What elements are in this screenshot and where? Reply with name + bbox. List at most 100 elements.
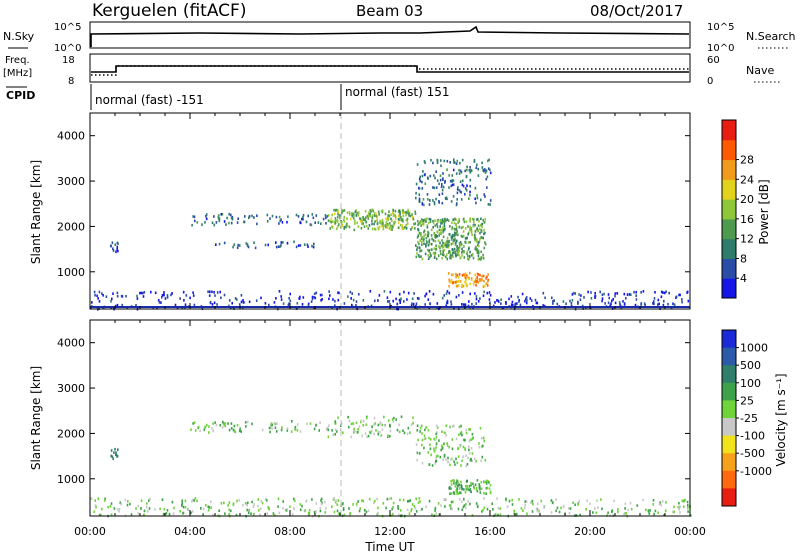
heatmap-cell	[399, 213, 401, 216]
heatmap-cell	[445, 498, 447, 501]
heatmap-cell	[113, 451, 115, 454]
heatmap-cell	[296, 423, 299, 426]
heatmap-cell	[102, 294, 104, 297]
heatmap-cell	[654, 509, 657, 513]
heatmap-cell	[461, 250, 464, 253]
heatmap-cell	[660, 290, 663, 294]
heatmap-cell	[274, 514, 276, 517]
heatmap-cell	[307, 214, 309, 218]
heatmap-cell	[417, 501, 420, 504]
heatmap-cell	[455, 437, 458, 441]
heatmap-cell	[446, 239, 448, 243]
heatmap-cell	[479, 279, 481, 282]
heatmap-cell	[423, 203, 425, 207]
heatmap-cell	[488, 298, 491, 301]
heatmap-cell	[417, 227, 419, 231]
heatmap-cell	[192, 294, 195, 297]
heatmap-cell	[441, 430, 443, 433]
heatmap-cell	[678, 293, 680, 297]
heatmap-cell	[580, 294, 582, 297]
heatmap-cell	[487, 167, 490, 170]
heatmap-cell	[277, 245, 280, 248]
heatmap-cell	[388, 217, 390, 221]
heatmap-cell	[377, 423, 380, 427]
heatmap-cell	[448, 243, 450, 247]
heatmap-cell	[247, 245, 250, 249]
heatmap-cell	[385, 223, 387, 226]
heatmap-cell	[465, 274, 468, 277]
heatmap-cell	[221, 212, 224, 216]
heatmap-cell	[469, 217, 471, 220]
heatmap-cell	[471, 459, 474, 463]
y-tick-label: 2000	[57, 220, 85, 233]
heatmap-cell	[441, 221, 443, 225]
heatmap-cell	[458, 217, 460, 221]
heatmap-cell	[513, 509, 515, 513]
heatmap-cell	[423, 242, 425, 246]
heatmap-cell	[467, 456, 469, 460]
heatmap-cell	[476, 277, 479, 281]
heatmap-cell	[317, 221, 320, 224]
heatmap-cell	[391, 418, 394, 421]
heatmap-cell	[506, 505, 509, 508]
heatmap-cell	[460, 500, 463, 504]
heatmap-cell	[489, 203, 491, 206]
power-colorbar-swatch	[722, 258, 736, 279]
heatmap-cell	[236, 221, 239, 224]
heatmap-cell	[649, 509, 651, 512]
heatmap-cell	[415, 182, 418, 186]
heatmap-cell	[597, 506, 599, 509]
heatmap-cell	[373, 227, 376, 231]
heatmap-cell	[414, 210, 416, 214]
heatmap-cell	[187, 508, 190, 511]
heatmap-cell	[338, 512, 340, 515]
heatmap-cell	[280, 244, 282, 247]
heatmap-cell	[450, 300, 452, 303]
heatmap-cell	[412, 416, 414, 420]
heatmap-cell	[191, 500, 193, 503]
heatmap-cell	[611, 299, 613, 303]
heatmap-cell	[416, 297, 419, 300]
heatmap-cell	[272, 512, 275, 515]
heatmap-cell	[681, 300, 683, 304]
heatmap-cell	[478, 483, 480, 486]
heatmap-cell	[468, 448, 470, 452]
heatmap-cell	[469, 250, 471, 254]
heatmap-cell	[295, 245, 298, 249]
heatmap-cell	[608, 296, 610, 300]
heatmap-cell	[463, 256, 466, 259]
heatmap-cell	[392, 225, 394, 229]
heatmap-cell	[109, 505, 112, 508]
nsky-label: N.Sky	[3, 30, 35, 43]
heatmap-cell	[397, 221, 400, 225]
heatmap-cell	[460, 431, 463, 434]
heatmap-cell	[291, 420, 293, 423]
heatmap-cell	[282, 241, 284, 244]
heatmap-cell	[367, 509, 370, 513]
heatmap-cell	[293, 499, 296, 503]
heatmap-cell	[184, 499, 187, 503]
heatmap-cell	[475, 502, 478, 505]
heatmap-cell	[423, 229, 426, 232]
heatmap-cell	[441, 256, 443, 260]
heatmap-cell	[460, 226, 463, 230]
heatmap-cell	[242, 503, 244, 507]
heatmap-cell	[349, 290, 352, 294]
heatmap-cell	[468, 277, 470, 281]
heatmap-cell	[426, 225, 429, 229]
heatmap-cell	[335, 428, 337, 432]
heatmap-cell	[230, 427, 233, 430]
heatmap-cell	[420, 224, 422, 227]
heatmap-cell	[439, 225, 441, 228]
heatmap-cell	[192, 291, 194, 294]
heatmap-cell	[445, 255, 447, 259]
heatmap-cell	[168, 512, 171, 516]
heatmap-cell	[386, 217, 389, 220]
heatmap-cell	[454, 161, 456, 164]
heatmap-cell	[446, 218, 448, 221]
heatmap-cell	[399, 498, 401, 502]
heatmap-cell	[592, 511, 594, 514]
heatmap-cell	[205, 504, 207, 507]
heatmap-cell	[450, 458, 452, 461]
heatmap-cell	[386, 226, 388, 229]
